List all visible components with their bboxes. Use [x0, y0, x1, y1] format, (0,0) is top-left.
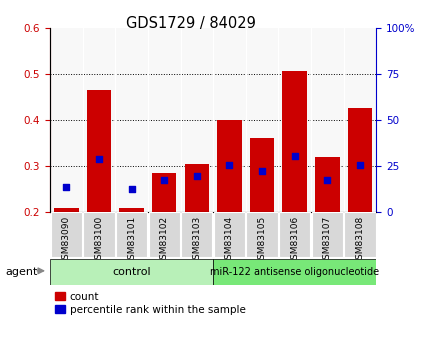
- Text: GSM83105: GSM83105: [257, 216, 266, 265]
- FancyBboxPatch shape: [214, 212, 245, 257]
- FancyBboxPatch shape: [343, 212, 375, 257]
- Point: [161, 177, 168, 183]
- Point: [323, 177, 330, 183]
- FancyBboxPatch shape: [311, 212, 342, 257]
- Point: [226, 162, 233, 168]
- Text: GSM83090: GSM83090: [62, 216, 71, 265]
- Text: miR-122 antisense oligonucleotide: miR-122 antisense oligonucleotide: [210, 267, 378, 277]
- FancyBboxPatch shape: [50, 212, 82, 257]
- Text: GSM83103: GSM83103: [192, 216, 201, 265]
- Point: [356, 162, 363, 168]
- Text: GSM83106: GSM83106: [289, 216, 299, 265]
- Bar: [54, 208, 79, 212]
- Text: GSM83101: GSM83101: [127, 216, 136, 265]
- Bar: [282, 71, 306, 212]
- Text: agent: agent: [5, 267, 37, 276]
- Point: [128, 186, 135, 192]
- Bar: [314, 157, 339, 212]
- Point: [258, 168, 265, 174]
- Bar: [119, 208, 144, 212]
- Text: GSM83104: GSM83104: [224, 216, 233, 265]
- Text: GSM83102: GSM83102: [159, 216, 168, 265]
- Bar: [184, 164, 209, 212]
- FancyBboxPatch shape: [181, 212, 212, 257]
- Text: GSM83100: GSM83100: [94, 216, 103, 265]
- Point: [290, 153, 297, 159]
- Point: [193, 174, 200, 179]
- Text: GSM83108: GSM83108: [355, 216, 364, 265]
- FancyBboxPatch shape: [279, 212, 310, 257]
- FancyBboxPatch shape: [246, 212, 277, 257]
- Text: control: control: [112, 267, 151, 277]
- Bar: [217, 120, 241, 212]
- Point: [95, 156, 102, 162]
- FancyBboxPatch shape: [148, 212, 179, 257]
- Bar: [151, 173, 176, 212]
- FancyBboxPatch shape: [213, 259, 375, 285]
- Legend: count, percentile rank within the sample: count, percentile rank within the sample: [55, 292, 245, 315]
- Bar: [347, 108, 372, 212]
- Text: GSM83107: GSM83107: [322, 216, 331, 265]
- Text: GDS1729 / 84029: GDS1729 / 84029: [126, 16, 256, 30]
- FancyBboxPatch shape: [50, 259, 213, 285]
- Point: [62, 184, 69, 189]
- FancyBboxPatch shape: [83, 212, 115, 257]
- Bar: [86, 90, 111, 212]
- Bar: [249, 138, 274, 212]
- FancyBboxPatch shape: [115, 212, 147, 257]
